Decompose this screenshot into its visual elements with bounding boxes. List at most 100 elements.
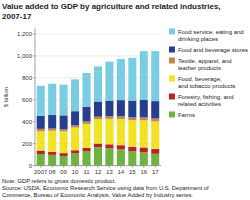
bar-segment xyxy=(117,119,125,145)
bar-segment xyxy=(94,66,102,101)
bar-segment xyxy=(151,101,159,118)
bar-segment xyxy=(48,129,56,131)
bar-segment xyxy=(151,149,159,154)
legend-swatch xyxy=(169,94,175,100)
bar-segment xyxy=(140,148,148,153)
note-line: Commerce, Bureau of Economic Analysis, V… xyxy=(2,192,193,198)
bar-segment xyxy=(60,85,68,116)
bar-segment xyxy=(60,156,68,166)
grid xyxy=(35,34,161,166)
legend-label-line: leather products xyxy=(178,65,221,71)
bar-segment xyxy=(37,154,45,166)
bar-segment xyxy=(94,102,102,117)
legend-label-line: Food and beverage stores xyxy=(178,47,248,53)
y-tick-label: 1,200 xyxy=(17,31,33,37)
bar-segment xyxy=(94,117,102,120)
bar-segment xyxy=(94,119,102,143)
x-tick-label: 16 xyxy=(140,169,147,175)
x-tick-label: 10 xyxy=(72,169,79,175)
title-line: Value added to GDP by agriculture and re… xyxy=(2,2,221,11)
bar-segment xyxy=(60,131,68,153)
legend-label: Farms xyxy=(178,112,195,118)
chart: Value added to GDP by agriculture and re… xyxy=(0,0,250,200)
bar-segment xyxy=(151,154,159,166)
legend-label-line: drinking places xyxy=(178,36,218,42)
legend-label: Forestry, fishing, andrelated activities xyxy=(178,94,234,107)
bar-segment xyxy=(48,84,56,115)
bar-segment xyxy=(105,101,113,117)
bar-segment xyxy=(105,116,113,119)
legend-label-line: related activities xyxy=(178,101,221,107)
legend-swatch xyxy=(169,76,175,82)
bar-segment xyxy=(151,51,159,101)
y-tick-label: 1,000 xyxy=(17,53,33,59)
bar-segment xyxy=(48,155,56,166)
bar-segment xyxy=(37,86,45,116)
bar-segment xyxy=(37,151,45,155)
bar-segment xyxy=(117,149,125,165)
bars xyxy=(37,51,160,165)
y-label: $ billion xyxy=(3,87,9,107)
legend: Food service, eating anddrinking placesF… xyxy=(169,29,248,118)
bar-segment xyxy=(60,153,68,156)
bar-segment xyxy=(37,116,45,129)
legend-swatch xyxy=(169,58,175,64)
legend-label-line: Farms xyxy=(178,112,195,118)
bar-segment xyxy=(117,116,125,119)
bar-segment xyxy=(117,145,125,149)
bar-segment xyxy=(128,120,136,147)
y-tick-label: 800 xyxy=(22,75,33,81)
bar-segment xyxy=(71,150,79,153)
bar-segment xyxy=(83,148,91,151)
bar-segment xyxy=(37,129,45,132)
legend-label: Food, beverage,and tobacco products xyxy=(178,76,235,89)
legend-label-line: Food, beverage, xyxy=(178,76,222,82)
bar-segment xyxy=(83,122,91,124)
bar-segment xyxy=(117,100,125,116)
bar-segment xyxy=(105,144,113,148)
legend-label: Food service, eating anddrinking places xyxy=(178,29,244,42)
y-axis xyxy=(35,29,36,166)
bar-segment xyxy=(37,131,45,150)
x-tick-label: 14 xyxy=(118,169,125,175)
bar-segment xyxy=(71,125,79,127)
y-tick-label: 0 xyxy=(29,163,33,169)
bar-segment xyxy=(60,129,68,131)
x-tick-label: 08 xyxy=(49,169,56,175)
legend-swatch xyxy=(169,29,175,35)
bar-segment xyxy=(151,118,159,121)
x-tick-label: 13 xyxy=(106,169,113,175)
bar-segment xyxy=(48,115,56,128)
x-tick-label: 09 xyxy=(60,169,67,175)
bar-segment xyxy=(105,62,113,101)
legend-label-line: Textile, apparel, and xyxy=(178,58,232,64)
bar-segment xyxy=(105,119,113,144)
bar-segment xyxy=(83,151,91,165)
y-tick-label: 200 xyxy=(22,141,33,147)
bar-segment xyxy=(140,100,148,117)
bar-segment xyxy=(151,121,159,149)
y-tick-label: 600 xyxy=(22,97,33,103)
bar-segment xyxy=(128,151,136,165)
bar-segment xyxy=(140,51,148,100)
note-line: Source: USDA, Economic Research Service … xyxy=(2,185,209,191)
bar-segment xyxy=(48,131,56,152)
bar-segment xyxy=(83,124,91,148)
bar-segment xyxy=(105,148,113,165)
bar-segment xyxy=(83,107,91,121)
legend-label-line: Food service, eating and xyxy=(178,29,244,35)
legend-label-line: Forestry, fishing, and xyxy=(178,94,234,100)
bar-segment xyxy=(140,120,148,147)
y-tick-label: 400 xyxy=(22,119,33,125)
bar-segment xyxy=(48,152,56,155)
legend-label: Textile, apparel, andleather products xyxy=(178,58,232,71)
title-line: 2007-17 xyxy=(2,12,32,21)
legend-swatch xyxy=(169,112,175,118)
note-line: Note: GDP refers to gross domestic produ… xyxy=(2,178,116,184)
bar-segment xyxy=(60,115,68,129)
bar-segment xyxy=(140,152,148,165)
bar-segment xyxy=(71,127,79,150)
bar-segment xyxy=(117,59,125,100)
bar-segment xyxy=(71,79,79,111)
bar-segment xyxy=(71,153,79,165)
